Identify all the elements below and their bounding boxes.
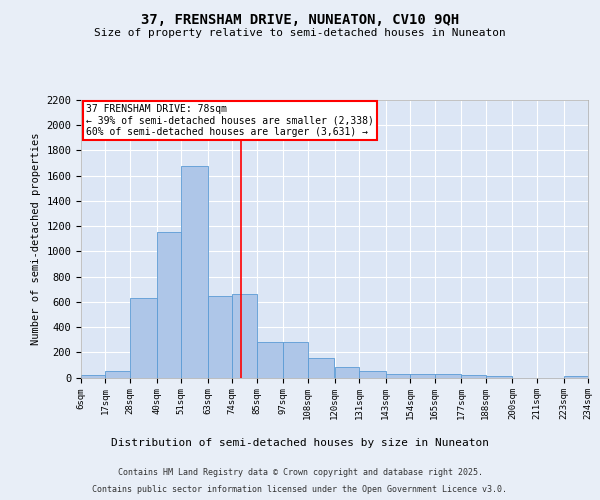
- Y-axis label: Number of semi-detached properties: Number of semi-detached properties: [31, 132, 41, 345]
- Bar: [283, 342, 308, 378]
- Bar: [157, 232, 181, 378]
- Bar: [410, 374, 434, 378]
- Bar: [308, 358, 335, 378]
- Text: Contains HM Land Registry data © Crown copyright and database right 2025.: Contains HM Land Registry data © Crown c…: [118, 468, 482, 477]
- Bar: [81, 375, 106, 378]
- Bar: [434, 374, 461, 378]
- Text: Size of property relative to semi-detached houses in Nuneaton: Size of property relative to semi-detach…: [94, 28, 506, 38]
- Bar: [130, 298, 157, 378]
- Bar: [359, 370, 386, 378]
- Bar: [232, 294, 257, 378]
- Bar: [563, 376, 588, 378]
- Bar: [486, 376, 512, 378]
- Text: 37, FRENSHAM DRIVE, NUNEATON, CV10 9QH: 37, FRENSHAM DRIVE, NUNEATON, CV10 9QH: [141, 12, 459, 26]
- Bar: [106, 370, 130, 378]
- Bar: [181, 166, 208, 378]
- Bar: [335, 368, 359, 378]
- Bar: [461, 375, 486, 378]
- Bar: [386, 374, 410, 378]
- Text: Distribution of semi-detached houses by size in Nuneaton: Distribution of semi-detached houses by …: [111, 438, 489, 448]
- Text: Contains public sector information licensed under the Open Government Licence v3: Contains public sector information licen…: [92, 484, 508, 494]
- Text: 37 FRENSHAM DRIVE: 78sqm
← 39% of semi-detached houses are smaller (2,338)
60% o: 37 FRENSHAM DRIVE: 78sqm ← 39% of semi-d…: [86, 104, 374, 138]
- Bar: [208, 296, 232, 378]
- Bar: [257, 342, 283, 378]
